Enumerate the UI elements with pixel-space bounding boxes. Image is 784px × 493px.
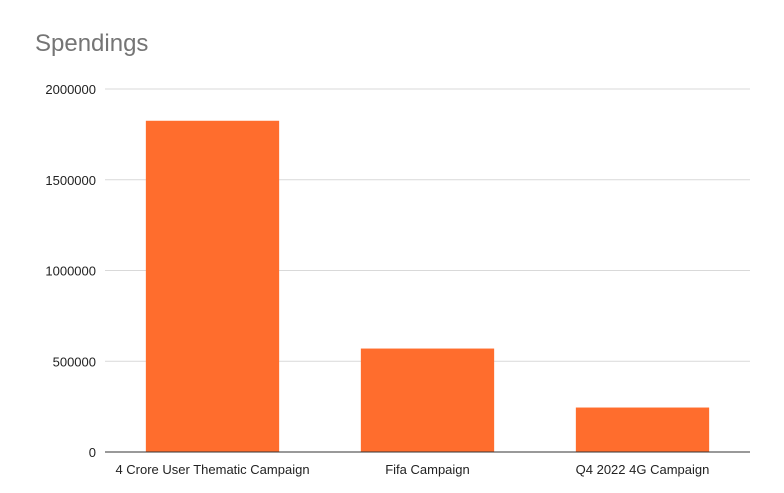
x-tick-label: Q4 2022 4G Campaign xyxy=(576,462,710,477)
y-tick-label: 1000000 xyxy=(45,264,96,279)
y-tick-label: 1500000 xyxy=(45,173,96,188)
y-tick-label: 0 xyxy=(89,445,96,460)
chart-title: Spendings xyxy=(35,30,149,57)
bar xyxy=(360,348,495,452)
x-axis-labels: 4 Crore User Thematic Campaign Fifa Campa… xyxy=(115,462,709,477)
y-axis-ticks: 0 500000 1000000 1500000 2000000 xyxy=(45,82,96,460)
y-tick-label: 2000000 xyxy=(45,82,96,97)
x-tick-label: Fifa Campaign xyxy=(385,462,470,477)
bar xyxy=(145,120,280,452)
bar xyxy=(575,407,710,452)
bars xyxy=(145,120,710,452)
x-tick-label: 4 Crore User Thematic Campaign xyxy=(115,462,309,477)
y-tick-label: 500000 xyxy=(53,354,96,369)
